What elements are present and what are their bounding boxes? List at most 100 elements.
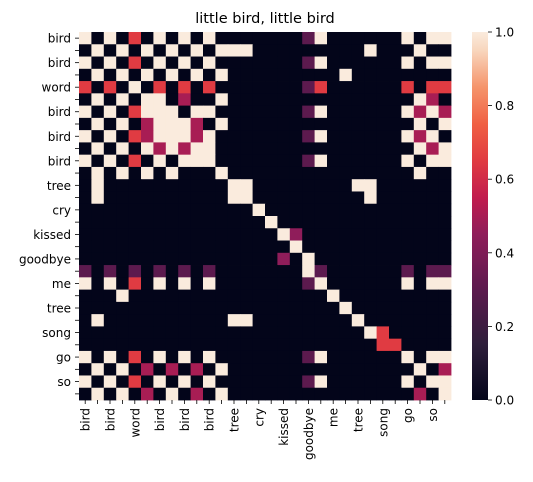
heatmap-cell [141,191,154,205]
heatmap-cell [190,105,204,119]
heatmap-cell [389,130,402,143]
heatmap-cell [153,375,167,389]
heatmap-cell [227,81,241,94]
heatmap-cell [103,277,117,290]
heatmap-cell [302,314,315,327]
heatmap-cell [227,179,241,192]
heatmap-cell [178,203,191,217]
heatmap-cell [413,130,427,143]
heatmap-cell [240,68,253,82]
heatmap-cell [252,289,266,303]
heatmap-cell [128,117,142,131]
heatmap-cell [426,228,439,241]
heatmap-cell [153,350,167,364]
heatmap-cell [364,252,377,266]
heatmap-cell [277,56,291,70]
heatmap-cell [116,289,129,303]
heatmap-cell [302,142,315,156]
heatmap-cell [116,93,129,106]
heatmap-cell [165,203,179,217]
heatmap-cell [153,301,167,315]
heatmap-cell [314,301,328,315]
x-tick-label: word [128,408,142,438]
heatmap-cell [190,68,204,82]
heatmap-cell [327,216,340,229]
heatmap-cell [265,130,278,143]
heatmap-cell [103,228,117,241]
heatmap-cell [141,68,154,82]
heatmap-cell [277,252,291,266]
heatmap-cell [314,277,328,290]
heatmap-cell [364,314,377,327]
heatmap-cell [178,314,191,327]
heatmap-cell [227,166,241,180]
heatmap-cell [413,44,427,57]
heatmap-cell [413,179,427,192]
heatmap-cell [141,56,154,70]
heatmap-cell [178,81,191,94]
x-tick-label: me [327,408,341,427]
heatmap-cell [277,179,291,192]
heatmap-cell [116,240,129,254]
heatmap-cell [165,387,179,401]
heatmap-cell [413,154,427,168]
heatmap-cell [91,154,105,168]
heatmap-cell [314,130,328,143]
x-tick-label: go [401,408,415,423]
heatmap-cell [141,252,154,266]
heatmap-cell [413,203,427,217]
heatmap-cell [128,240,142,254]
heatmap-cell [376,81,390,94]
heatmap-cell [401,142,415,156]
heatmap-cell [203,363,216,376]
heatmap-cell [413,240,427,254]
heatmap-cell [265,265,278,278]
heatmap-cell [203,252,216,266]
heatmap-cell [351,252,365,266]
heatmap-cell [314,203,328,217]
heatmap-cell [339,240,353,254]
heatmap-cell [116,363,129,376]
heatmap-cell [302,105,315,119]
heatmap-cell [327,363,340,376]
heatmap-cell [426,326,439,340]
heatmap-cell [413,265,427,278]
heatmap-cell [265,81,278,94]
heatmap-cell [265,216,278,229]
heatmap-cell [153,277,167,290]
heatmap-cell [91,203,105,217]
heatmap-cell [401,93,415,106]
heatmap-cell [240,130,253,143]
heatmap-cell [265,363,278,376]
heatmap-cell [289,375,303,389]
heatmap-cell [389,81,402,94]
heatmap-cell [203,326,216,340]
heatmap-cell [376,154,390,168]
heatmap-cell [79,117,92,131]
heatmap-cell [165,179,179,192]
heatmap-cell [327,68,340,82]
heatmap-cell [79,56,92,70]
heatmap-cell [103,203,117,217]
heatmap-cell [153,228,167,241]
heatmap-cell [401,68,415,82]
heatmap-cell [339,277,353,290]
heatmap-cell [165,56,179,70]
heatmap-cell [203,375,216,389]
heatmap-cell [339,44,353,57]
heatmap-cell [364,301,377,315]
heatmap-cell [190,375,204,389]
heatmap-cell [314,191,328,205]
heatmap-cell [227,277,241,290]
heatmap-cell [413,142,427,156]
heatmap-cell [314,314,328,327]
heatmap-cell [128,130,142,143]
heatmap-cell [327,289,340,303]
y-tick-label: song [42,326,71,340]
heatmap-cell [178,301,191,315]
heatmap-cell [190,93,204,106]
heatmap-cell [79,350,92,364]
heatmap-cell [227,387,241,401]
heatmap-cell [141,277,154,290]
